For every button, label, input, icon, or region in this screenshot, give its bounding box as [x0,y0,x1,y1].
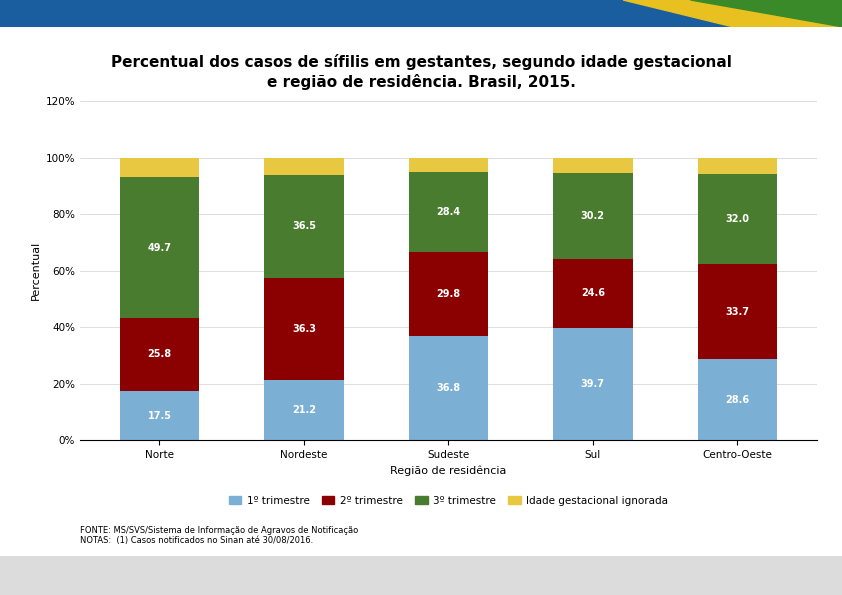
Text: 28.4: 28.4 [436,207,461,217]
Bar [120,318,200,391]
Text: NOTAS:  (1) Casos notificados no Sinan até 30/08/2016.: NOTAS: (1) Casos notificados no Sinan at… [80,536,313,544]
Text: e região de residência. Brasil, 2015.: e região de residência. Brasil, 2015. [267,74,575,90]
Bar [120,158,200,177]
Bar [408,336,488,440]
Text: 39.7: 39.7 [581,379,605,389]
Bar [697,359,777,440]
Text: 49.7: 49.7 [147,243,172,253]
Bar [264,278,344,380]
Text: 33.7: 33.7 [725,307,749,317]
Text: 36.5: 36.5 [292,221,316,231]
Y-axis label: Percentual: Percentual [31,241,41,300]
Bar [120,391,200,440]
Text: 17.5: 17.5 [147,411,172,421]
Bar [408,158,488,172]
Bar [697,174,777,264]
Text: 28.6: 28.6 [725,395,749,405]
Text: 36.8: 36.8 [436,383,461,393]
Bar [553,328,632,440]
Text: 29.8: 29.8 [436,289,461,299]
Polygon shape [690,0,842,27]
Bar [553,158,632,173]
Text: FONTE: MS/SVS/Sistema de Informação de Agravos de Notificação: FONTE: MS/SVS/Sistema de Informação de A… [80,525,358,534]
Text: 21.2: 21.2 [292,405,316,415]
Bar [408,252,488,336]
X-axis label: Região de residência: Região de residência [390,465,507,476]
Text: 30.2: 30.2 [581,211,605,221]
Bar [553,259,632,328]
Bar [264,158,344,174]
Text: 25.8: 25.8 [147,349,172,359]
Bar [264,380,344,440]
Text: 36.3: 36.3 [292,324,316,334]
Legend: 1º trimestre, 2º trimestre, 3º trimestre, Idade gestacional ignorada: 1º trimestre, 2º trimestre, 3º trimestre… [225,491,672,510]
Bar [408,172,488,252]
Text: 24.6: 24.6 [581,289,605,298]
Text: 32.0: 32.0 [725,214,749,224]
Bar [697,264,777,359]
Bar [120,177,200,318]
Text: Percentual dos casos de sífilis em gestantes, segundo idade gestacional: Percentual dos casos de sífilis em gesta… [110,55,732,70]
Polygon shape [623,0,842,27]
Bar [697,158,777,174]
Bar [553,173,632,259]
Bar [264,175,344,278]
